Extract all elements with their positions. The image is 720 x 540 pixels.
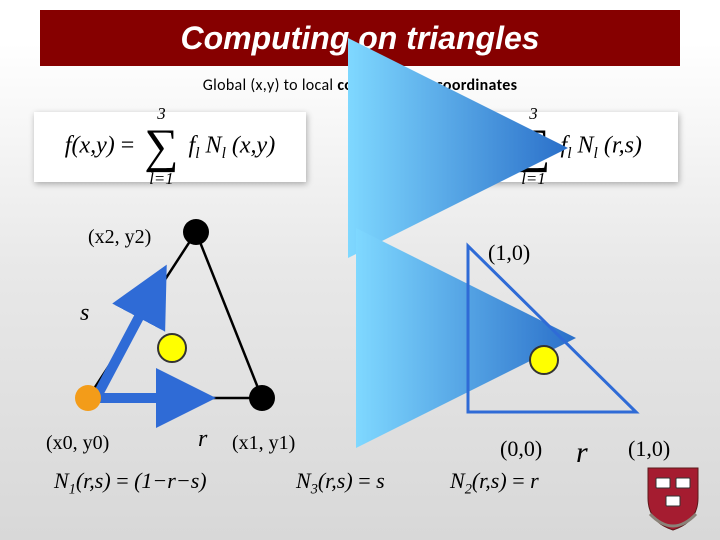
sum-lower: l=1 [149, 171, 173, 188]
sum-symbol: 3 ∑ l=1 [516, 106, 550, 188]
subtitle: Global (x,y) to local controvariant-coor… [0, 76, 720, 95]
equation-global: f(x,y) = 3 ∑ l=1 fl Nl (x,y) [34, 112, 306, 182]
interior-point-right [530, 346, 558, 374]
axis-s-arrow [96, 300, 148, 398]
equation-n2: N2(r,s) = r [450, 468, 539, 498]
eq-left-fn: f(x,y) [65, 133, 115, 159]
term-N: N [206, 133, 222, 159]
left-axis-r-label: r [198, 426, 207, 453]
vertex-p1 [249, 385, 275, 411]
sum-symbol: 3 ∑ l=1 [144, 106, 178, 188]
equation-n1: N1(r,s) = (1−r−s) [54, 468, 207, 498]
crest-icon [644, 464, 702, 532]
eq-right-fn: f(r,s) [442, 133, 487, 159]
subtitle-bold: controvariant-coordinates [337, 76, 517, 95]
sum-lower: l=1 [521, 171, 545, 188]
term-N-sub: l [222, 145, 226, 162]
term-f-sub: l [195, 145, 199, 162]
vertex-p0 [75, 385, 101, 411]
left-vertex-p2-label: (x2, y2) [88, 226, 151, 249]
vertex-p2 [183, 219, 209, 245]
equation-n3: N3(r,s) = s [296, 468, 385, 498]
right-axis-s-label: s [436, 336, 448, 370]
term-args: (x,y) [232, 133, 275, 159]
equation-local: f(r,s) = 3 ∑ l=1 fl Nl (r,s) [406, 112, 678, 182]
left-vertex-p1-label: (x1, y1) [232, 432, 295, 455]
subtitle-prefix: Global (x,y) to local [203, 76, 338, 95]
left-vertex-p0-label: (x0, y0) [46, 432, 109, 455]
right-axis-r-label: r [576, 436, 588, 470]
term-args: (r,s) [604, 133, 642, 159]
left-axis-s-label: s [80, 300, 89, 327]
slide-root: Computing on triangles Global (x,y) to l… [0, 0, 720, 540]
term-N-sub: l [594, 145, 598, 162]
right-triangle [468, 246, 636, 412]
title-bar: Computing on triangles [40, 10, 680, 66]
right-vertex-x-label: (1,0) [628, 436, 670, 462]
term-N: N [578, 133, 594, 159]
left-triangle [88, 232, 262, 398]
term-f-sub: l [567, 145, 571, 162]
interior-point-left [158, 334, 186, 362]
right-vertex-origin-label: (0,0) [500, 436, 542, 462]
right-vertex-y-label: (1,0) [488, 240, 530, 266]
